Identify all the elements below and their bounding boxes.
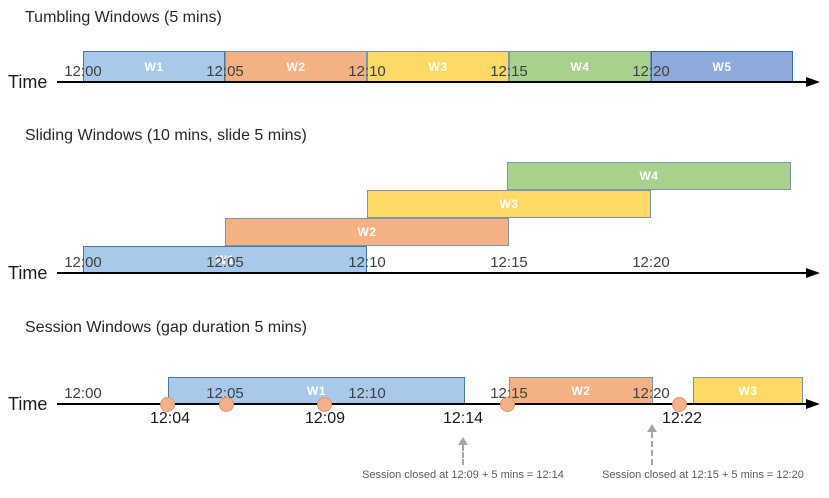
event-dot-1205 <box>219 397 234 412</box>
tumbling-window-w2-label: W2 <box>286 60 306 74</box>
sliding-window-w3-label: W3 <box>499 197 519 211</box>
tumbling-tick-1215: 12:15 <box>490 63 528 80</box>
tumbling-window-w5: W5 <box>651 51 793 83</box>
sliding-window-w1: W1 <box>83 246 367 274</box>
tumbling-axis-arrowhead-icon <box>806 77 820 87</box>
sliding-time-axis <box>57 272 808 274</box>
session-section-title: Session Windows (gap duration 5 mins) <box>25 319 307 336</box>
tumbling-window-w1-label: W1 <box>144 60 164 74</box>
sliding-window-w4: W4 <box>507 162 791 190</box>
session-close-annotation-1: Session closed at 12:09 + 5 mins = 12:14 <box>362 469 564 481</box>
session-close-annotation-2: Session closed at 12:15 + 5 mins = 12:20 <box>602 469 804 481</box>
sliding-section-title: Sliding Windows (10 mins, slide 5 mins) <box>25 127 307 144</box>
sliding-tick-1220: 12:20 <box>632 254 670 271</box>
session-event-label-1209: 12:09 <box>304 410 346 427</box>
sliding-tick-1210: 12:10 <box>348 254 386 271</box>
sliding-tick-1205: 12:05 <box>206 254 244 271</box>
tumbling-time-axis-label: Time <box>8 72 48 92</box>
sliding-axis-arrowhead-icon <box>806 268 820 278</box>
session-event-label-1222: 12:22 <box>661 410 703 427</box>
event-dot-1204 <box>160 397 175 412</box>
event-dot-1222 <box>672 397 687 412</box>
tumbling-window-w3-label: W3 <box>428 60 448 74</box>
tumbling-window-w1: W1 <box>83 51 225 83</box>
session-window-w3: W3 <box>693 377 803 405</box>
session-close-arrow-1-head-icon <box>458 437 468 445</box>
session-close-arrow-2-line <box>651 432 653 465</box>
tumbling-window-w4-label: W4 <box>570 60 590 74</box>
session-window-w1-label: W1 <box>307 384 326 398</box>
tumbling-section-title: Tumbling Windows (5 mins) <box>25 9 222 26</box>
tumbling-tick-1220: 12:20 <box>632 63 670 80</box>
sliding-window-w2: W2 <box>225 218 509 246</box>
sliding-window-w3: W3 <box>367 190 651 218</box>
session-tick-1205: 12:05 <box>206 385 244 402</box>
tumbling-tick-1205: 12:05 <box>206 63 244 80</box>
sliding-tick-1215: 12:15 <box>490 254 528 271</box>
session-event-label-1214: 12:14 <box>442 410 484 427</box>
session-time-axis <box>57 403 808 405</box>
session-event-label-1204: 12:04 <box>149 410 191 427</box>
tumbling-tick-1200: 12:00 <box>64 63 102 80</box>
session-window-w1: W1 <box>168 377 465 405</box>
session-tick-1200: 12:00 <box>64 385 102 402</box>
tumbling-tick-1210: 12:10 <box>348 63 386 80</box>
sliding-window-w2-label: W2 <box>357 225 377 239</box>
session-time-axis-label: Time <box>8 394 48 414</box>
session-window-w2-label: W2 <box>571 384 591 398</box>
sliding-window-w1-label: W1 <box>215 253 235 267</box>
session-close-arrow-1-line <box>462 445 464 465</box>
session-tick-1220: 12:20 <box>632 385 670 402</box>
session-axis-arrowhead-icon <box>806 399 820 409</box>
session-window-w3-label: W3 <box>738 384 758 398</box>
session-close-arrow-2-head-icon <box>647 424 657 432</box>
sliding-tick-1200: 12:00 <box>64 254 102 271</box>
tumbling-time-axis <box>57 81 808 83</box>
session-tick-1210: 12:10 <box>348 385 386 402</box>
event-dot-1215 <box>500 397 515 412</box>
sliding-window-w4-label: W4 <box>639 169 659 183</box>
tumbling-window-w3: W3 <box>367 51 509 83</box>
session-tick-1215: 12:15 <box>490 385 528 402</box>
event-dot-1209 <box>317 397 332 412</box>
tumbling-window-w5-label: W5 <box>712 60 732 74</box>
sliding-time-axis-label: Time <box>8 263 48 283</box>
